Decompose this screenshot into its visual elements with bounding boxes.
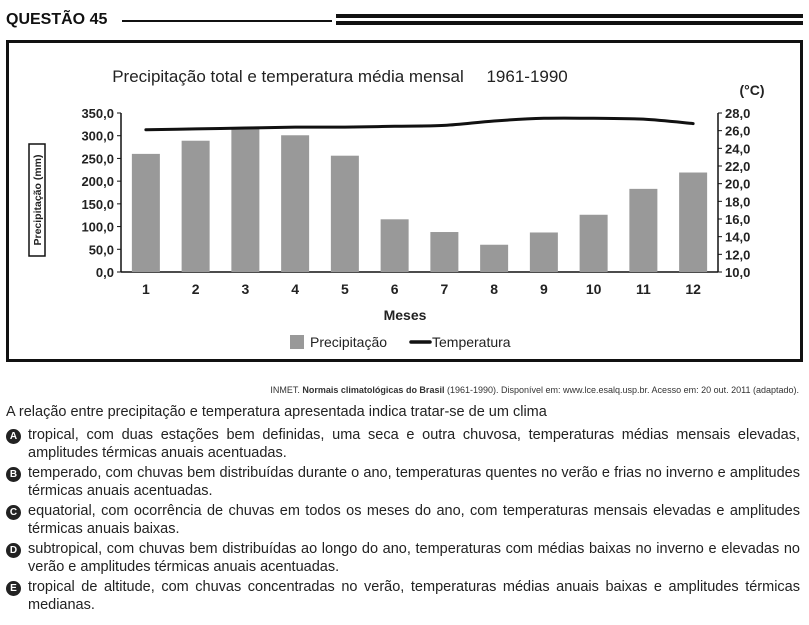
option-c[interactable]: C equatorial, com ocorrência de chuvas e… — [6, 503, 800, 538]
right-axis-unit: (°C) — [739, 82, 764, 98]
source-suffix: (1961-1990). Disponível em: www.lce.esal… — [444, 385, 799, 395]
legend-swatch-precipitacao — [290, 335, 304, 349]
option-d[interactable]: D subtropical, com chuvas bem distribuíd… — [6, 541, 800, 576]
precipitation-bar — [281, 135, 310, 272]
right-tick-label: 14,0 — [725, 230, 750, 245]
precipitation-bar — [330, 155, 359, 272]
x-tick-label: 4 — [291, 281, 299, 297]
option-c-text: equatorial, com ocorrência de chuvas em … — [28, 503, 800, 537]
question-stem: A relação entre precipitação e temperatu… — [6, 404, 547, 420]
temperature-line — [144, 116, 695, 132]
left-tick-label: 100,0 — [81, 220, 114, 235]
x-tick-label: 11 — [636, 281, 651, 297]
x-tick-label: 12 — [685, 281, 701, 297]
option-b-letter-icon: B — [6, 467, 21, 482]
left-tick-label: 0,0 — [96, 265, 114, 280]
x-tick-label: 9 — [540, 281, 548, 297]
option-a-text: tropical, com duas estações bem definida… — [28, 427, 800, 461]
precipitation-bar — [380, 219, 409, 272]
option-a[interactable]: A tropical, com duas estações bem defini… — [6, 427, 800, 462]
chart-title: Precipitação total e temperatura média m… — [112, 67, 568, 86]
option-e-text: tropical de altitude, com chuvas concent… — [28, 579, 800, 613]
option-b-text: temperado, com chuvas bem distribuídas d… — [28, 465, 800, 499]
left-tick-label: 150,0 — [81, 197, 114, 212]
option-e-letter-icon: E — [6, 581, 21, 596]
x-axis-title: Meses — [384, 307, 427, 323]
option-a-letter-icon: A — [6, 429, 21, 444]
legend-label-temperatura: Temperatura — [432, 334, 511, 350]
right-tick-label: 12,0 — [725, 247, 750, 262]
option-e[interactable]: E tropical de altitude, com chuvas conce… — [6, 579, 800, 614]
x-tick-label: 6 — [391, 281, 399, 297]
right-tick-label: 20,0 — [725, 177, 750, 192]
source-prefix: INMET. — [270, 385, 303, 395]
right-tick-label: 10,0 — [725, 265, 750, 280]
x-tick-label: 7 — [440, 281, 448, 297]
right-tick-label: 24,0 — [725, 141, 750, 156]
right-tick-label: 16,0 — [725, 212, 750, 227]
question-header: QUESTÃO 45 — [6, 9, 803, 31]
option-b[interactable]: B temperado, com chuvas bem distribuídas… — [6, 465, 800, 500]
header-rule-thick-top — [336, 14, 803, 18]
chart-frame: Precipitação total e temperatura média m… — [6, 40, 803, 362]
left-tick-label: 250,0 — [81, 151, 114, 166]
precipitation-bar — [529, 232, 558, 272]
source-title: Normais climatológicas do Brasil — [302, 385, 445, 395]
x-tick-label: 8 — [490, 281, 498, 297]
precipitation-bar — [480, 244, 509, 272]
option-d-letter-icon: D — [6, 543, 21, 558]
right-tick-label: 26,0 — [725, 124, 750, 139]
left-tick-label: 300,0 — [81, 129, 114, 144]
precipitation-bar — [231, 128, 260, 272]
right-tick-label: 28,0 — [725, 106, 750, 121]
precipitation-bar — [430, 232, 459, 272]
precipitation-bar — [629, 188, 658, 272]
option-c-letter-icon: C — [6, 505, 21, 520]
question-title: QUESTÃO 45 — [6, 11, 108, 28]
left-tick-label: 50,0 — [89, 242, 114, 257]
right-tick-label: 22,0 — [725, 159, 750, 174]
left-tick-label: 200,0 — [81, 174, 114, 189]
climate-chart: Precipitação total e temperatura média m… — [28, 67, 765, 350]
left-tick-label: 350,0 — [81, 106, 114, 121]
precipitation-bar — [181, 140, 210, 272]
chart-legend: Precipitação Temperatura — [290, 334, 511, 350]
precipitation-bar — [679, 172, 708, 272]
x-tick-label: 1 — [142, 281, 150, 297]
plot-area: 350,0 300,0 250,0 200,0 150,0 100,0 50,0 0,0 28,… — [81, 106, 750, 297]
answer-options: A tropical, com duas estações bem defini… — [6, 427, 800, 617]
x-tick-label: 10 — [586, 281, 602, 297]
header-rule-thick-bottom — [336, 21, 803, 25]
left-axis-label: Precipitação (mm) — [32, 154, 44, 245]
x-tick-label: 5 — [341, 281, 349, 297]
left-axis-label-box: Precipitação (mm) — [28, 143, 46, 257]
option-d-text: subtropical, com chuvas bem distribuídas… — [28, 541, 800, 575]
right-tick-label: 18,0 — [725, 194, 750, 209]
x-tick-label: 2 — [192, 281, 200, 297]
legend-label-precipitacao: Precipitação — [310, 334, 387, 350]
x-tick-label: 3 — [241, 281, 249, 297]
header-rule-thin — [122, 20, 332, 22]
source-citation: INMET. Normais climatológicas do Brasil … — [270, 385, 799, 395]
precipitation-bar — [131, 153, 160, 272]
precipitation-bar — [579, 214, 608, 272]
